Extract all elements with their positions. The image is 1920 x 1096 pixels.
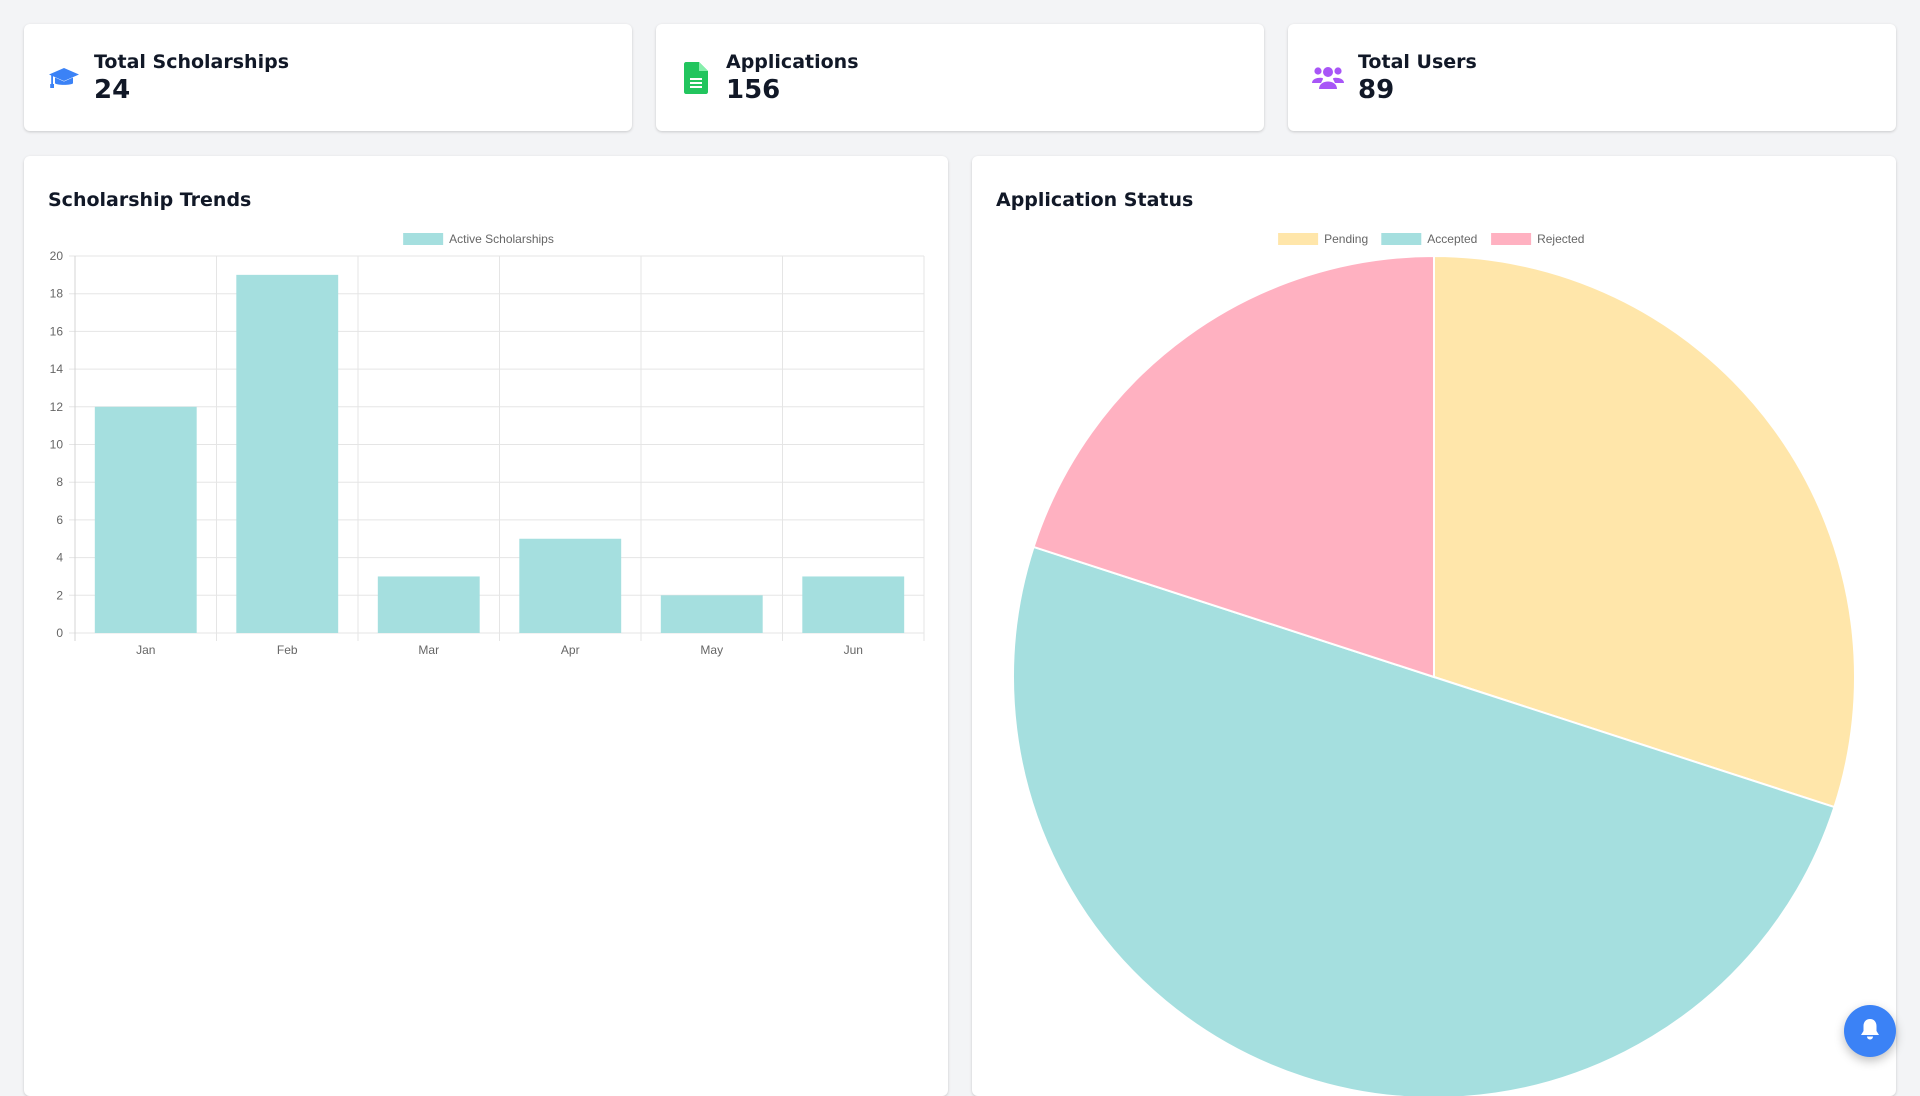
stats-row: Total Scholarships 24 Applications 156 xyxy=(24,24,1896,131)
y-tick-label: 16 xyxy=(50,324,64,338)
bar xyxy=(94,406,197,633)
stat-card-applications: Applications 156 xyxy=(656,24,1264,131)
y-tick-label: 6 xyxy=(56,513,63,527)
legend-swatch xyxy=(1278,233,1319,245)
stat-card-scholarships: Total Scholarships 24 xyxy=(24,24,632,131)
panel-title: Scholarship Trends xyxy=(48,189,252,211)
y-tick-label: 0 xyxy=(56,626,63,640)
bar xyxy=(802,576,905,633)
y-tick-label: 10 xyxy=(50,438,64,452)
x-tick-label: Jun xyxy=(844,643,863,657)
bar xyxy=(236,274,339,633)
x-tick-label: Feb xyxy=(277,643,298,657)
bar xyxy=(519,538,622,633)
x-tick-label: Apr xyxy=(561,643,580,657)
y-tick-label: 12 xyxy=(50,400,64,414)
bar xyxy=(660,595,763,633)
y-tick-label: 8 xyxy=(56,475,63,489)
notification-button[interactable] xyxy=(1844,1005,1896,1057)
bar-chart: Active Scholarships 0 2 4 6 8 10 12 14 16 18 20 Jan F… xyxy=(50,232,925,657)
legend-label: Rejected xyxy=(1537,232,1584,246)
stat-value: 89 xyxy=(1358,74,1395,105)
stat-label: Applications xyxy=(726,50,859,73)
y-tick-label: 2 xyxy=(56,588,63,602)
users-icon xyxy=(1312,62,1344,94)
pie-slice-accepted xyxy=(1012,545,1836,1096)
pie-chart: Pending Accepted Rejected xyxy=(1012,232,1856,1096)
y-tick-label: 4 xyxy=(56,551,63,565)
pie-slice-pending xyxy=(1433,254,1856,809)
legend-swatch xyxy=(403,233,444,245)
application-status-panel: Application Status Pending Accepted Reject… xyxy=(972,156,1896,1096)
graduation-cap-icon xyxy=(48,62,80,94)
stat-label: Total Users xyxy=(1358,50,1477,73)
legend-label: Accepted xyxy=(1427,232,1477,246)
bar xyxy=(377,576,480,633)
stat-card-users: Total Users 89 xyxy=(1288,24,1896,131)
stat-value: 24 xyxy=(94,74,131,105)
legend-swatch xyxy=(1381,233,1422,245)
y-tick-label: 20 xyxy=(50,249,64,263)
stat-label: Total Scholarships xyxy=(94,50,290,73)
file-icon xyxy=(680,61,712,94)
x-tick-label: Jan xyxy=(136,643,155,657)
panel-title: Application Status xyxy=(996,189,1194,211)
stat-value: 156 xyxy=(726,74,781,105)
bell-icon xyxy=(1860,1018,1880,1044)
legend-swatch xyxy=(1491,233,1532,245)
legend-label: Pending xyxy=(1324,232,1368,246)
pie-slice-rejected xyxy=(1032,254,1435,679)
y-tick-label: 18 xyxy=(50,287,64,301)
legend-label: Active Scholarships xyxy=(449,232,554,246)
y-tick-label: 14 xyxy=(50,362,64,376)
x-tick-label: Mar xyxy=(418,643,439,657)
scholarship-trends-panel: Scholarship Trends Active Scholarships 0 2… xyxy=(24,156,948,1096)
x-tick-label: May xyxy=(700,643,723,657)
